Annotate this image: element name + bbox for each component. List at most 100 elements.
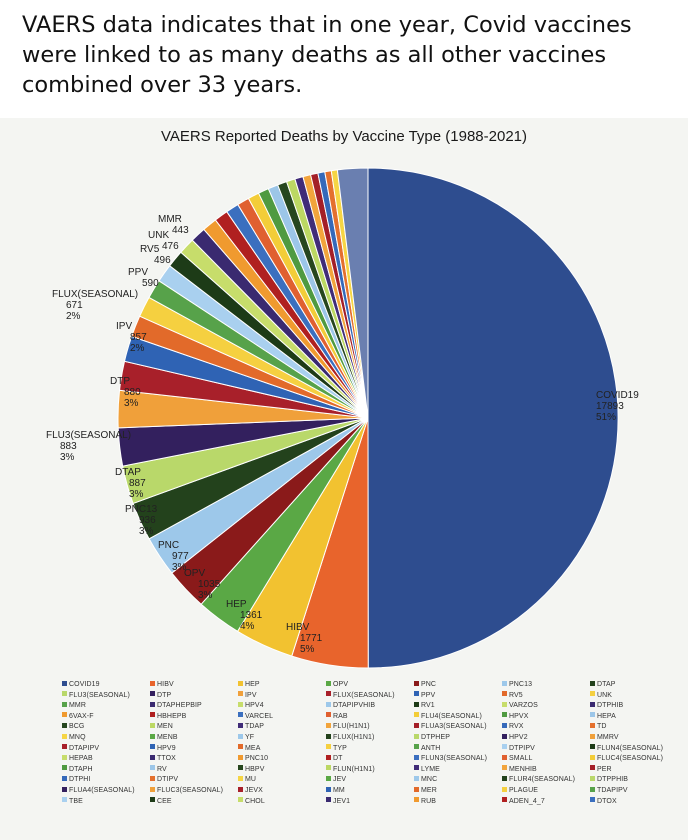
legend-label: FLUX(SEASONAL) — [333, 691, 395, 699]
legend-swatch — [62, 723, 67, 729]
legend-item: CHOL — [238, 797, 265, 807]
legend-swatch — [150, 754, 155, 760]
legend-item: TBE — [62, 797, 83, 807]
legend-item: JEV — [326, 775, 346, 785]
legend-swatch — [502, 776, 507, 782]
pie-label-opv: OPV 1035 3% — [184, 568, 221, 601]
legend-swatch — [414, 712, 419, 718]
legend-swatch — [414, 744, 419, 750]
legend-label: MNC — [421, 776, 438, 784]
legend-swatch — [590, 765, 595, 771]
legend-item: DTAP — [590, 680, 616, 690]
legend-label: FLUN4(SEASONAL) — [597, 744, 664, 752]
legend-item: RV1 — [414, 701, 435, 711]
legend-swatch — [414, 754, 419, 760]
legend-label: PER — [597, 765, 612, 773]
legend-swatch — [502, 680, 507, 686]
legend-item: FLUN(H1N1) — [326, 765, 375, 775]
legend-item: HBPV — [238, 765, 264, 775]
chart-title: VAERS Reported Deaths by Vaccine Type (1… — [160, 128, 528, 145]
legend-item: MEA — [238, 744, 260, 754]
pie-label-flu3-seasonal-: FLU3(SEASONAL) 883 3% — [46, 430, 131, 463]
legend-swatch — [590, 680, 595, 686]
legend-label: RUB — [421, 797, 437, 805]
legend-swatch — [150, 733, 155, 739]
legend-item: PER — [590, 765, 612, 775]
legend-label: MENHIB — [509, 765, 537, 773]
legend-label: DTP — [157, 691, 172, 699]
legend-item: FLUN3(SEASONAL) — [414, 754, 487, 764]
legend-label: HPV2 — [509, 734, 528, 741]
legend-swatch — [502, 797, 507, 803]
legend-swatch — [150, 691, 155, 697]
legend-swatch — [590, 744, 595, 750]
legend-swatch — [590, 786, 595, 792]
legend-item: PNC10 — [238, 754, 268, 764]
legend-label: MENB — [157, 734, 178, 741]
legend-label: JEV — [333, 776, 347, 784]
legend-swatch — [414, 691, 419, 697]
legend-item: UNK — [590, 691, 612, 701]
legend-item: MNC — [414, 775, 437, 785]
legend-item: FLUX(H1N1) — [326, 733, 374, 743]
legend-item: TDAP — [238, 722, 264, 732]
legend-label: MMR — [69, 702, 87, 710]
legend-item: MENHIB — [502, 765, 537, 775]
legend-label: DTAP — [597, 681, 616, 688]
legend-item: CEE — [150, 797, 172, 807]
legend-label: MM — [333, 787, 345, 794]
legend-item: HPVX — [502, 712, 528, 722]
legend-item: PNC — [414, 680, 436, 690]
legend-label: FLUN(H1N1) — [333, 765, 375, 773]
legend-item: DTP — [150, 691, 171, 701]
legend-label: OPV — [333, 681, 349, 688]
legend-swatch — [238, 754, 243, 760]
legend-item: DT — [326, 754, 343, 764]
legend-label: ANTH — [421, 744, 441, 752]
legend-item: FLUR4(SEASONAL) — [502, 775, 575, 785]
legend-item: PPV — [414, 691, 435, 701]
legend-label: RV1 — [421, 702, 435, 710]
legend-label: TDAP — [245, 723, 265, 731]
legend-item: ANTH — [414, 744, 440, 754]
legend-swatch — [62, 712, 67, 718]
legend-item: DTIPV — [150, 775, 178, 785]
legend-swatch — [150, 723, 155, 729]
legend-label: VARZOS — [509, 702, 538, 710]
legend-swatch — [62, 680, 67, 686]
legend-item: TD — [590, 722, 607, 732]
pie-label-flux-seasonal-: FLUX(SEASONAL) 671 2% — [52, 289, 138, 322]
legend-swatch — [238, 691, 243, 697]
legend-label: RVX — [509, 723, 524, 731]
legend-label: DTIPV — [157, 776, 179, 784]
legend-swatch — [62, 765, 67, 771]
legend-label: FLUA3(SEASONAL) — [421, 723, 487, 731]
legend-label: COVID19 — [69, 681, 100, 688]
legend-item: DTAPIPVHIB — [326, 701, 375, 711]
legend-swatch — [326, 754, 331, 760]
legend-label: PNC13 — [509, 681, 533, 688]
legend-label: DTPHEP — [421, 734, 450, 741]
legend-item: MM — [326, 786, 345, 796]
legend-item: COVID19 — [62, 680, 100, 690]
legend-swatch — [62, 754, 67, 760]
legend-swatch — [326, 680, 331, 686]
legend-label: DTOX — [597, 797, 617, 805]
legend-label: FLUR4(SEASONAL) — [509, 776, 576, 784]
legend-item: RUB — [414, 797, 436, 807]
legend-swatch — [414, 733, 419, 739]
legend-label: RV — [157, 765, 167, 773]
legend-swatch — [502, 786, 507, 792]
legend-item: FLUA4(SEASONAL) — [62, 786, 135, 796]
pie-label-pnc: PNC 977 3% — [158, 540, 189, 573]
legend-item: DTPHIB — [590, 701, 623, 711]
legend-swatch — [502, 712, 507, 718]
legend-label: MEN — [157, 723, 173, 731]
legend-label: HEPA — [597, 712, 616, 720]
legend-label: FLUN3(SEASONAL) — [421, 755, 488, 763]
legend-label: SMALL — [509, 755, 533, 763]
pie-label-covid19: COVID19 17893 51% — [596, 390, 639, 423]
legend-swatch — [238, 701, 243, 707]
legend-item: DTPPHIB — [590, 775, 628, 785]
legend-label: DT — [333, 755, 343, 763]
